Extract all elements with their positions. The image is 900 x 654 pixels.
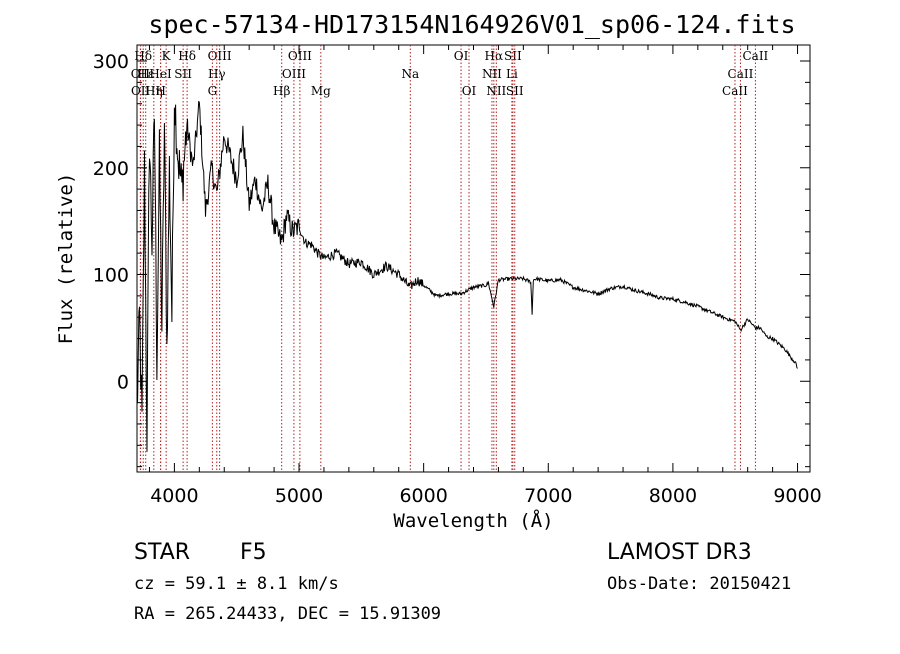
observation-date: Obs-Date: 20150421 — [607, 574, 792, 594]
line-marker-label: G — [208, 84, 218, 98]
x-tick-label: 8000 — [649, 485, 697, 507]
line-marker-label: Hγ — [208, 67, 226, 81]
line-marker-label: HeI — [149, 67, 172, 81]
line-marker-label: Mg — [311, 84, 331, 98]
line-marker-label: OIII — [282, 67, 306, 81]
line-marker-label: CaII — [722, 84, 748, 98]
line-marker-label: K — [162, 49, 172, 63]
redshift-velocity: cz = 59.1 ± 8.1 km/s — [134, 574, 339, 594]
line-marker-label: NII — [482, 67, 502, 81]
x-tick-label: 4000 — [150, 485, 198, 507]
coordinates: RA = 265.24433, DEC = 15.91309 — [134, 604, 442, 624]
line-marker-label: Na — [401, 67, 419, 81]
line-marker-label: OI — [454, 49, 469, 63]
line-marker-label: Hε — [137, 67, 154, 81]
line-marker-label: Hβ — [273, 84, 290, 98]
line-marker-label: CaII — [742, 49, 768, 63]
line-marker-label: Hδ — [178, 49, 196, 63]
y-axis-title: Flux (relative) — [55, 173, 77, 345]
series-line-0 — [136, 100, 798, 452]
x-tick-label: 7000 — [524, 485, 572, 507]
y-tick-label: 200 — [93, 158, 129, 180]
y-tick-label: 100 — [93, 265, 129, 287]
line-marker-label: SII — [174, 67, 192, 81]
line-marker-label: NII — [486, 84, 506, 98]
line-marker-label: Hα — [485, 49, 504, 63]
line-marker-label: SII — [504, 49, 522, 63]
line-marker-label: CaII — [728, 67, 754, 81]
line-marker-label: OIII — [288, 49, 312, 63]
plot-border — [136, 44, 811, 473]
y-tick-label: 0 — [117, 371, 129, 393]
object-class: STAR — [134, 540, 191, 565]
line-marker-label: Li — [506, 67, 518, 81]
x-axis-title: Wavelength (Å) — [393, 509, 553, 532]
line-marker-label: SII — [506, 84, 524, 98]
line-marker-label: Hδ — [134, 49, 152, 63]
y-tick-label: 300 — [93, 51, 129, 73]
survey-name: LAMOST DR3 — [607, 540, 752, 565]
x-tick-label: 5000 — [275, 485, 323, 507]
line-marker-label: Hη — [145, 84, 163, 98]
object-subclass: F5 — [240, 540, 267, 565]
x-tick-label: 6000 — [399, 485, 447, 507]
axis-ticks: 4000 5000 6000 7000 8000 9000 0 100 200 300 — [93, 45, 822, 507]
plot-frame — [136, 44, 811, 473]
chart-title: spec-57134-HD173154N164926V01_sp06-124.f… — [148, 10, 795, 39]
line-marker-label: OIII — [208, 49, 232, 63]
line-marker-label: OI — [462, 84, 477, 98]
series-layer — [136, 100, 798, 452]
x-tick-label: 9000 — [773, 485, 821, 507]
